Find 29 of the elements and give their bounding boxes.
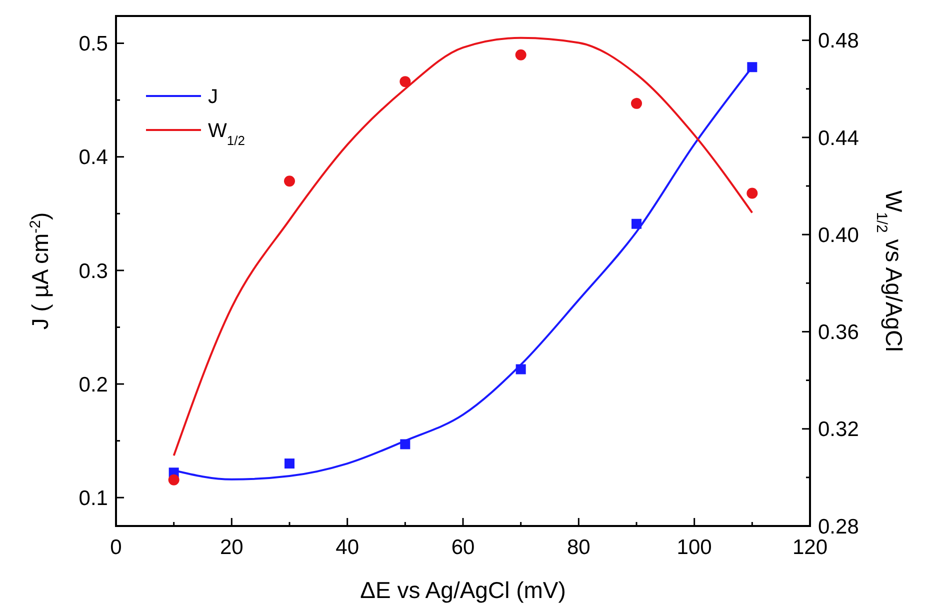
legend-label: W$_{1/2}$ — [208, 120, 245, 148]
point — [168, 474, 180, 486]
legend-label: J — [208, 86, 218, 108]
x-tick-label: 100 — [676, 536, 712, 559]
point — [515, 49, 526, 60]
y2-tick-label: 0.40 — [818, 224, 859, 247]
point — [400, 76, 411, 88]
point — [284, 458, 294, 469]
point — [632, 218, 642, 229]
x-tick-label: 60 — [451, 536, 475, 559]
y-tick-label: 0.4 — [78, 146, 108, 170]
point — [284, 176, 295, 187]
x-tick-label: 0 — [110, 536, 122, 559]
x-tick-label: 120 — [792, 536, 828, 559]
y2-tick-label: 0.44 — [818, 126, 860, 150]
y-tick-label: 0.1 — [78, 486, 108, 510]
x-axis-title: ΔE vs Ag/AgCl (mV) — [360, 577, 566, 603]
y2-tick-label: 0.32 — [818, 418, 859, 442]
x-tick-label: 80 — [566, 536, 590, 559]
y2-tick-label: 0.48 — [818, 30, 859, 53]
point — [631, 98, 642, 109]
y-tick-label: 0.2 — [78, 373, 108, 396]
point — [746, 188, 758, 199]
y2-tick-label: 0.36 — [818, 321, 859, 344]
y-tick-label: 0.3 — [78, 260, 108, 283]
y2-tick-label: 0.28 — [818, 515, 859, 538]
y-tick-label: 0.5 — [78, 32, 108, 56]
x-tick-label: 20 — [220, 536, 244, 559]
x-tick-label: 40 — [336, 536, 360, 559]
